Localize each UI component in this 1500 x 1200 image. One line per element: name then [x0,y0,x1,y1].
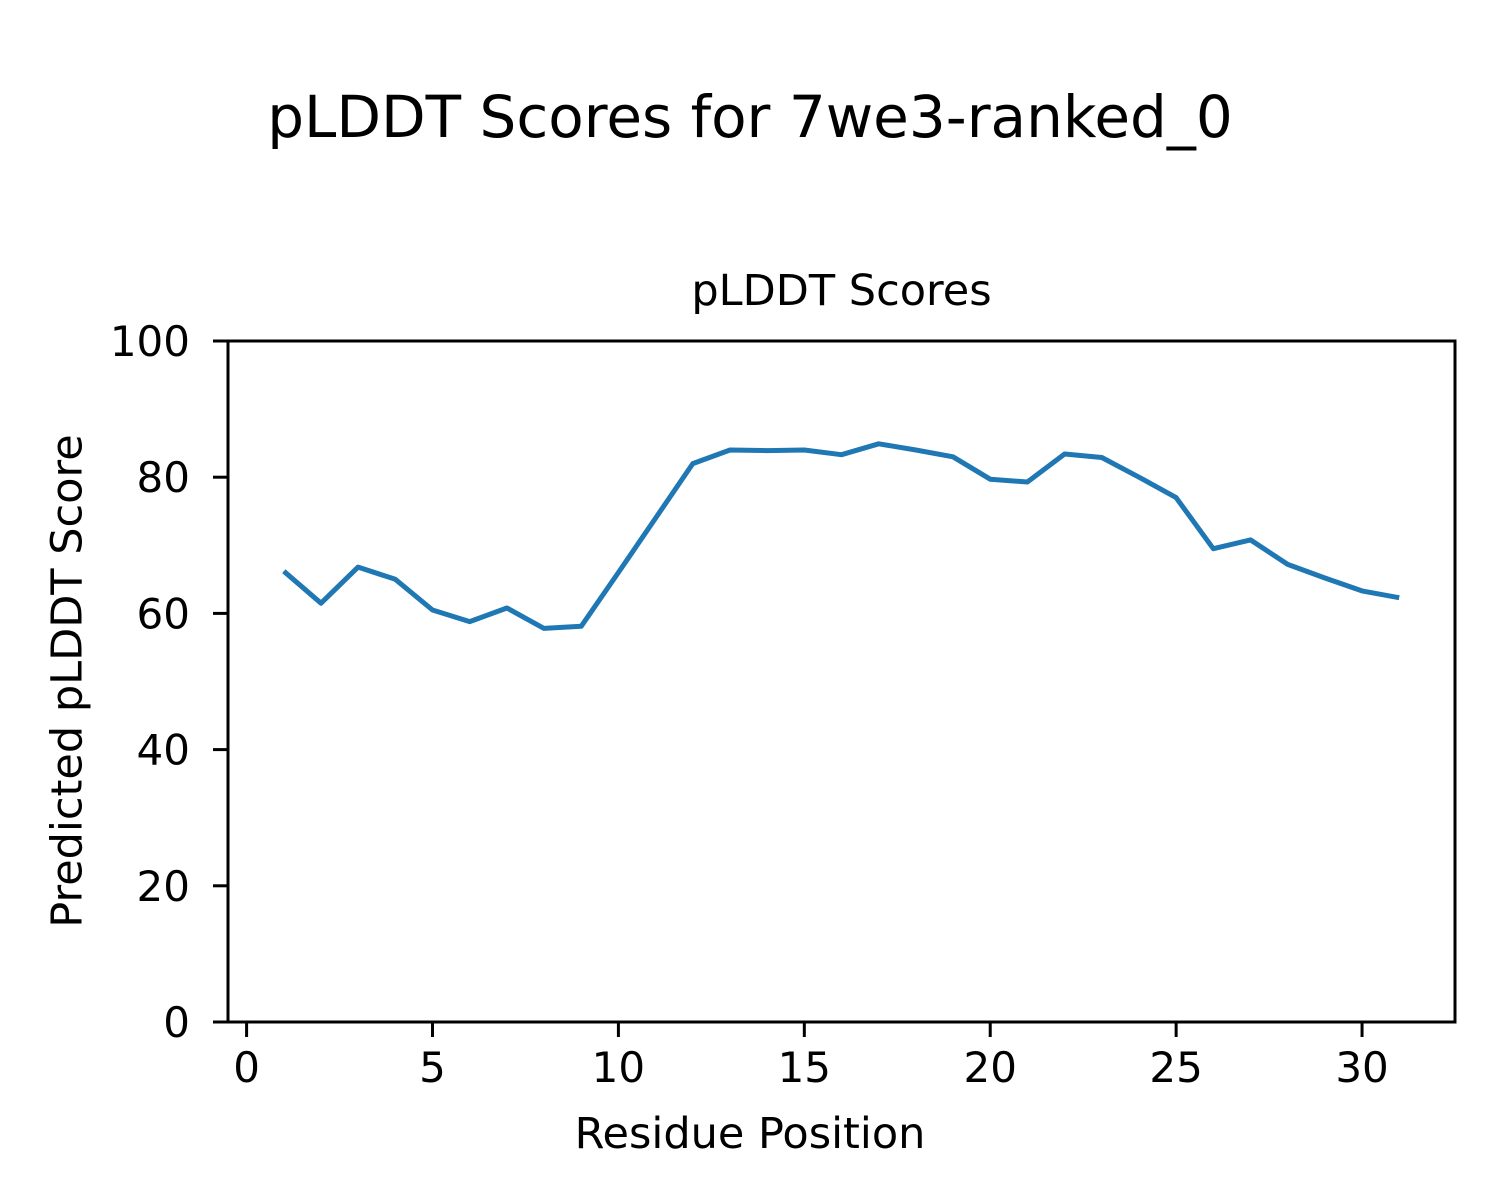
y-tick-label: 20 [137,862,190,911]
x-tick-label: 30 [1335,1043,1388,1092]
y-axis-label: Predicted pLDDT Score [42,434,93,928]
figure-title: pLDDT Scores for 7we3-ranked_0 [267,83,1233,151]
x-tick-label: 10 [592,1043,645,1092]
x-tick-label: 5 [419,1043,446,1092]
plddt-line [282,441,1400,631]
y-tick-label: 0 [163,998,190,1047]
x-tick-label: 0 [233,1043,260,1092]
x-tick-label: 25 [1149,1043,1202,1092]
y-tick-label: 60 [137,589,190,638]
y-tick-label: 40 [137,726,190,775]
x-axis-label: Residue Position [574,1109,926,1159]
x-tick-label: 15 [778,1043,831,1092]
x-tick-label: 20 [964,1043,1017,1092]
axes-title: pLDDT Scores [691,266,992,316]
axes-frame [226,339,1457,1024]
y-tick-label: 100 [110,317,190,366]
y-tick-label: 80 [137,453,190,502]
